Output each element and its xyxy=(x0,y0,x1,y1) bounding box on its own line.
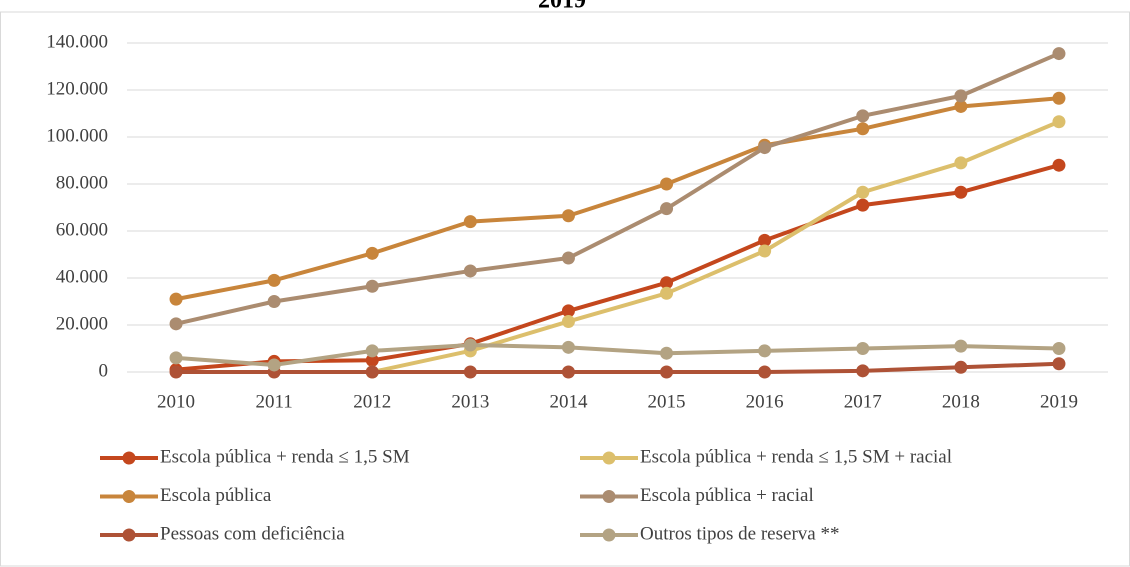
y-tick-label: 140.000 xyxy=(46,31,108,52)
legend-label: Escola pública + racial xyxy=(640,485,814,506)
data-point xyxy=(561,314,575,328)
x-tick-label: 2010 xyxy=(157,391,195,412)
data-point xyxy=(463,365,477,379)
x-tick-label: 2017 xyxy=(844,391,882,412)
data-point xyxy=(561,340,575,354)
series-line xyxy=(175,163,1060,372)
data-point xyxy=(660,177,674,191)
data-point xyxy=(463,264,477,278)
data-point xyxy=(365,365,379,379)
data-point xyxy=(660,365,674,379)
data-point xyxy=(954,360,968,374)
data-point xyxy=(1052,158,1066,172)
legend-marker xyxy=(602,490,616,503)
data-point xyxy=(954,99,968,113)
data-point xyxy=(267,358,281,372)
data-point xyxy=(365,246,379,260)
data-point xyxy=(1052,115,1066,129)
y-tick-label: 20.000 xyxy=(56,313,108,334)
data-point xyxy=(856,198,870,212)
data-point xyxy=(365,353,379,367)
y-tick-label: 40.000 xyxy=(56,266,108,287)
data-point xyxy=(856,109,870,123)
data-point xyxy=(954,185,968,199)
data-point xyxy=(1052,342,1066,355)
data-point xyxy=(169,365,183,379)
data-point xyxy=(267,273,281,287)
legend-marker xyxy=(602,528,616,542)
series-line xyxy=(176,361,1060,374)
data-point xyxy=(856,342,870,355)
data-point xyxy=(169,317,183,331)
data-point xyxy=(365,344,379,358)
y-tick-label: 120.000 xyxy=(46,78,108,99)
legend-marker xyxy=(122,451,136,465)
y-tick-label: 0 xyxy=(99,360,109,381)
legend-marker xyxy=(122,490,136,503)
legend-marker xyxy=(602,451,616,465)
data-point xyxy=(561,304,575,318)
legend-label: Escola pública + renda ≤ 1,5 SM xyxy=(160,446,410,467)
x-tick-label: 2018 xyxy=(942,391,980,412)
data-point xyxy=(169,292,183,306)
x-tick-label: 2011 xyxy=(256,391,293,412)
series-line xyxy=(175,51,1060,326)
y-tick-label: 80.000 xyxy=(56,172,108,193)
data-point xyxy=(758,141,772,155)
data-point xyxy=(1052,91,1066,105)
legend-label: Outros tipos de reserva ** xyxy=(640,523,839,544)
x-tick-label: 2014 xyxy=(549,391,588,412)
data-point xyxy=(169,351,183,365)
data-point xyxy=(463,338,477,352)
data-point xyxy=(758,244,772,258)
data-point xyxy=(660,276,674,290)
data-point xyxy=(1052,47,1066,61)
legend-label: Escola pública + renda ≤ 1,5 SM + racial xyxy=(640,446,952,467)
data-point xyxy=(856,364,870,378)
series-line xyxy=(175,342,1059,367)
data-point xyxy=(561,365,575,379)
data-point xyxy=(267,295,281,308)
data-point xyxy=(660,346,674,360)
x-tick-label: 2016 xyxy=(746,391,784,412)
legend-label: Escola pública xyxy=(160,485,272,506)
y-tick-label: 100.000 xyxy=(46,125,108,146)
data-point xyxy=(758,344,772,358)
chart-title: 2019 xyxy=(538,0,586,14)
data-point xyxy=(561,251,575,265)
legend-label: Pessoas com deficiência xyxy=(160,523,345,544)
data-point xyxy=(365,279,379,293)
data-point xyxy=(954,89,968,103)
data-point xyxy=(856,122,870,136)
data-point xyxy=(954,339,968,353)
data-point xyxy=(561,209,575,223)
data-point xyxy=(758,365,772,379)
legend-marker xyxy=(122,528,136,542)
y-tick-label: 60.000 xyxy=(56,219,108,240)
x-tick-label: 2019 xyxy=(1040,391,1078,412)
x-tick-label: 2015 xyxy=(648,391,686,412)
data-point xyxy=(758,233,772,247)
data-point xyxy=(1052,357,1066,371)
data-point xyxy=(660,286,674,300)
data-point xyxy=(463,215,477,229)
data-point xyxy=(660,202,674,216)
x-tick-label: 2013 xyxy=(451,391,489,412)
x-tick-label: 2012 xyxy=(353,391,391,412)
data-point xyxy=(856,185,870,199)
series-line xyxy=(175,96,1060,302)
data-point xyxy=(954,156,968,170)
